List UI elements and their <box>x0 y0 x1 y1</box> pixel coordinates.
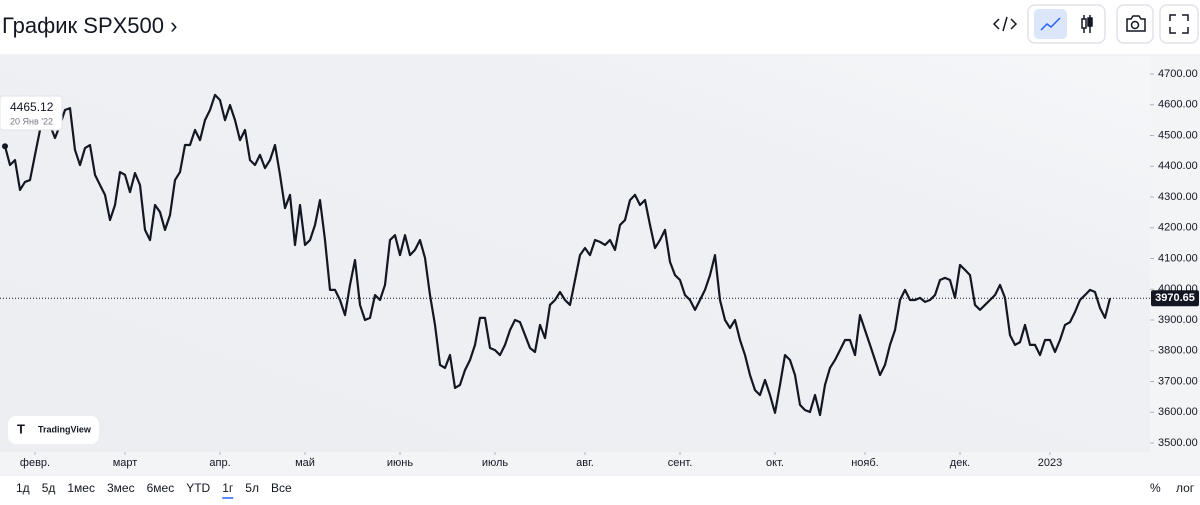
y-tick-label: 4300.00 <box>1158 191 1198 203</box>
scale-button[interactable]: лог <box>1176 481 1195 495</box>
toolbar <box>992 4 1199 44</box>
x-tick-label: май <box>295 457 315 469</box>
range-button[interactable]: 5д <box>42 481 56 495</box>
range-button[interactable]: YTD <box>186 481 210 495</box>
x-tick-label: апр. <box>209 457 230 469</box>
range-button[interactable]: 5л <box>245 481 259 495</box>
range-button[interactable]: 1д <box>16 481 30 495</box>
x-tick-label: дек. <box>950 457 970 469</box>
y-tick-label: 3900.00 <box>1158 314 1198 326</box>
x-tick-label: июнь <box>387 457 413 469</box>
last-price-badge <box>1151 290 1199 307</box>
camera-lens <box>1130 20 1140 30</box>
x-tick-label: авг. <box>576 457 594 469</box>
y-tick-label: 4600.00 <box>1158 99 1198 111</box>
hover-point <box>2 143 8 150</box>
price-axis <box>1150 56 1200 452</box>
line-icon <box>1040 17 1061 31</box>
y-tick-label: 3600.00 <box>1158 406 1198 418</box>
y-tick-label: 4200.00 <box>1158 222 1198 234</box>
x-tick-label: 2023 <box>1038 457 1062 469</box>
fullscreen-button[interactable] <box>1159 4 1199 44</box>
range-button[interactable]: 6мес <box>147 481 175 495</box>
x-tick-label: окт. <box>766 457 784 469</box>
brand-logo: T <box>17 421 25 436</box>
time-axis <box>0 452 1200 474</box>
candle-button[interactable] <box>1081 15 1093 33</box>
price-line <box>3 93 1112 417</box>
x-tick-label: сент. <box>668 457 693 469</box>
chart-type-group <box>1027 4 1106 44</box>
title: График SPX500 › <box>2 13 177 38</box>
brand-badge[interactable] <box>8 416 99 444</box>
brand-name: TradingView <box>38 424 92 434</box>
y-tick-label: 4100.00 <box>1158 252 1198 264</box>
x-tick-label: февр. <box>20 457 50 469</box>
range-button[interactable]: 3мес <box>107 481 135 495</box>
y-tick-label: 3700.00 <box>1158 375 1198 387</box>
tooltip-date: 20 Янв '22 <box>10 116 53 126</box>
last-price-label: 3970.65 <box>1155 292 1195 304</box>
range-button[interactable]: 1мес <box>67 481 95 495</box>
x-tick-label: март <box>113 457 138 469</box>
camera-icon <box>1126 15 1146 32</box>
fullscreen-icon <box>1169 14 1189 34</box>
x-tick-label: июль <box>482 457 509 469</box>
range-button[interactable]: 1г <box>222 481 234 495</box>
y-tick-label: 4500.00 <box>1158 129 1198 141</box>
y-tick-label: 4400.00 <box>1158 160 1198 172</box>
line-button[interactable] <box>1034 9 1067 39</box>
snapshot-button[interactable] <box>1116 4 1154 44</box>
range-button[interactable]: Все <box>271 481 292 495</box>
tooltip-value: 4465.12 <box>10 100 54 114</box>
embed-icon <box>992 16 1018 32</box>
y-tick-label: 3800.00 <box>1158 345 1198 357</box>
x-tick-label: нояб. <box>851 457 879 469</box>
tooltip <box>0 95 63 131</box>
scale-button[interactable]: % <box>1150 481 1161 495</box>
y-tick-label: 3500.00 <box>1158 437 1198 449</box>
y-tick-label: 4700.00 <box>1158 68 1198 80</box>
plot-area <box>0 56 1150 452</box>
